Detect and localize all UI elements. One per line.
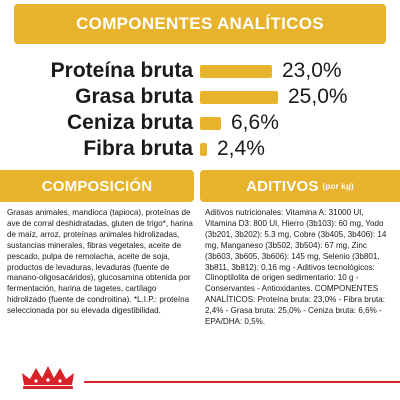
analysis-value-fat: 25,0% xyxy=(288,85,348,108)
additives-title: ADITIVOS xyxy=(246,177,319,195)
composition-text: Grasas animales, mandioca (tapioca), pro… xyxy=(7,208,193,316)
analysis-value-protein: 23,0% xyxy=(282,59,342,82)
analysis-row-protein: Proteína bruta 23,0% xyxy=(0,58,400,84)
analysis-row-fibre: Fibra bruta 2,4% xyxy=(0,136,400,162)
analysis-bar-ash xyxy=(200,117,221,130)
composition-banner: COMPOSICIÓN xyxy=(0,170,194,202)
analysis-label-fat: Grasa bruta xyxy=(75,85,193,108)
analytics-header-banner: COMPONENTES ANALÍTICOS xyxy=(14,4,386,44)
analysis-row-ash: Ceniza bruta 6,6% xyxy=(0,110,400,136)
analysis-label-ash: Ceniza bruta xyxy=(66,111,193,134)
analytics-header-title: COMPONENTES ANALÍTICOS xyxy=(76,14,324,33)
analysis-bar-protein xyxy=(200,65,272,78)
royal-canin-crown-icon xyxy=(22,366,74,389)
analysis-value-ash: 6,6% xyxy=(231,111,279,134)
analysis-row-fat: Grasa bruta 25,0% xyxy=(0,84,400,110)
additives-banner: ADITIVOS (por kg) xyxy=(200,170,400,202)
brand-divider-line xyxy=(84,381,400,383)
composition-title: COMPOSICIÓN xyxy=(41,177,153,195)
analysis-bar-fat xyxy=(200,91,278,104)
analysis-value-fibre: 2,4% xyxy=(217,137,265,160)
analysis-label-fibre: Fibra bruta xyxy=(83,137,193,160)
analysis-bar-fibre xyxy=(200,143,207,156)
analysis-label-protein: Proteína bruta xyxy=(50,59,193,82)
additives-unit: (por kg) xyxy=(322,181,354,191)
additives-text: Aditivos nutricionales: Vitamina A: 3100… xyxy=(205,208,387,327)
